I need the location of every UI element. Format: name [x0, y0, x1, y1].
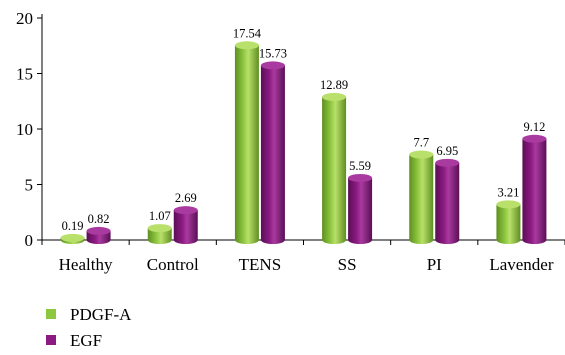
legend-swatch	[46, 335, 56, 345]
bar-body	[234, 45, 259, 244]
y-tick-label: 5	[25, 176, 34, 195]
bar-body	[435, 162, 460, 244]
legend-swatch	[46, 309, 56, 319]
x-tick-label: TENS	[239, 255, 282, 274]
bar-egf-pi	[435, 158, 460, 244]
bar-body	[348, 177, 373, 244]
bar-top	[348, 173, 373, 182]
bar-egf-tens	[260, 61, 285, 244]
y-tick-label: 10	[16, 120, 33, 139]
data-label: 17.54	[233, 26, 262, 40]
bar-pdgf-a-tens	[234, 41, 259, 244]
data-label: 0.82	[88, 212, 110, 226]
x-tick-label: Control	[147, 255, 199, 274]
bar-body	[409, 154, 434, 244]
data-label: 9.12	[523, 120, 545, 134]
bar-top	[322, 92, 347, 101]
y-tick-label: 0	[25, 231, 34, 250]
data-label: 0.19	[62, 219, 84, 233]
x-tick-label: PI	[427, 255, 442, 274]
bar-pdgf-a-ss	[322, 92, 347, 245]
bar-top	[260, 61, 285, 70]
bar-egf-healthy	[86, 226, 111, 244]
bar-pdgf-a-healthy	[60, 233, 85, 244]
x-tick-label: Lavender	[489, 255, 554, 274]
legend-label: PDGF-A	[70, 305, 132, 324]
bar-body	[147, 228, 172, 244]
bar-body	[173, 210, 198, 244]
bar-pdgf-a-lavender	[496, 200, 521, 244]
bar-top	[409, 150, 434, 159]
x-tick-label: SS	[338, 255, 357, 274]
bar-top	[496, 200, 521, 209]
bar-top	[86, 226, 111, 235]
data-label: 2.69	[175, 191, 197, 205]
y-tick-label: 15	[16, 65, 33, 84]
bar-egf-lavender	[522, 134, 547, 244]
data-label: 12.89	[320, 78, 348, 92]
bar-top	[234, 41, 259, 50]
data-label: 6.95	[436, 144, 458, 158]
bar-egf-control	[173, 206, 198, 244]
data-label: 1.07	[149, 209, 171, 223]
bar-top	[522, 134, 547, 143]
bar-egf-ss	[348, 173, 373, 244]
data-label: 5.59	[349, 159, 371, 173]
y-tick-label: 20	[16, 9, 33, 28]
bar-pdgf-a-control	[147, 224, 172, 244]
bar-body	[260, 65, 285, 244]
data-label: 7.7	[413, 136, 429, 150]
x-tick-label: Healthy	[59, 255, 113, 274]
bar-top	[173, 206, 198, 215]
bar-body	[522, 138, 547, 244]
bar-body	[322, 96, 347, 245]
bar-pdgf-a-pi	[409, 150, 434, 244]
bar-body	[496, 204, 521, 244]
legend-label: EGF	[70, 331, 102, 350]
bar-top	[435, 158, 460, 167]
bar-top	[147, 224, 172, 233]
data-label: 15.73	[259, 46, 287, 60]
bar-top	[60, 233, 85, 242]
data-label: 3.21	[497, 185, 519, 199]
